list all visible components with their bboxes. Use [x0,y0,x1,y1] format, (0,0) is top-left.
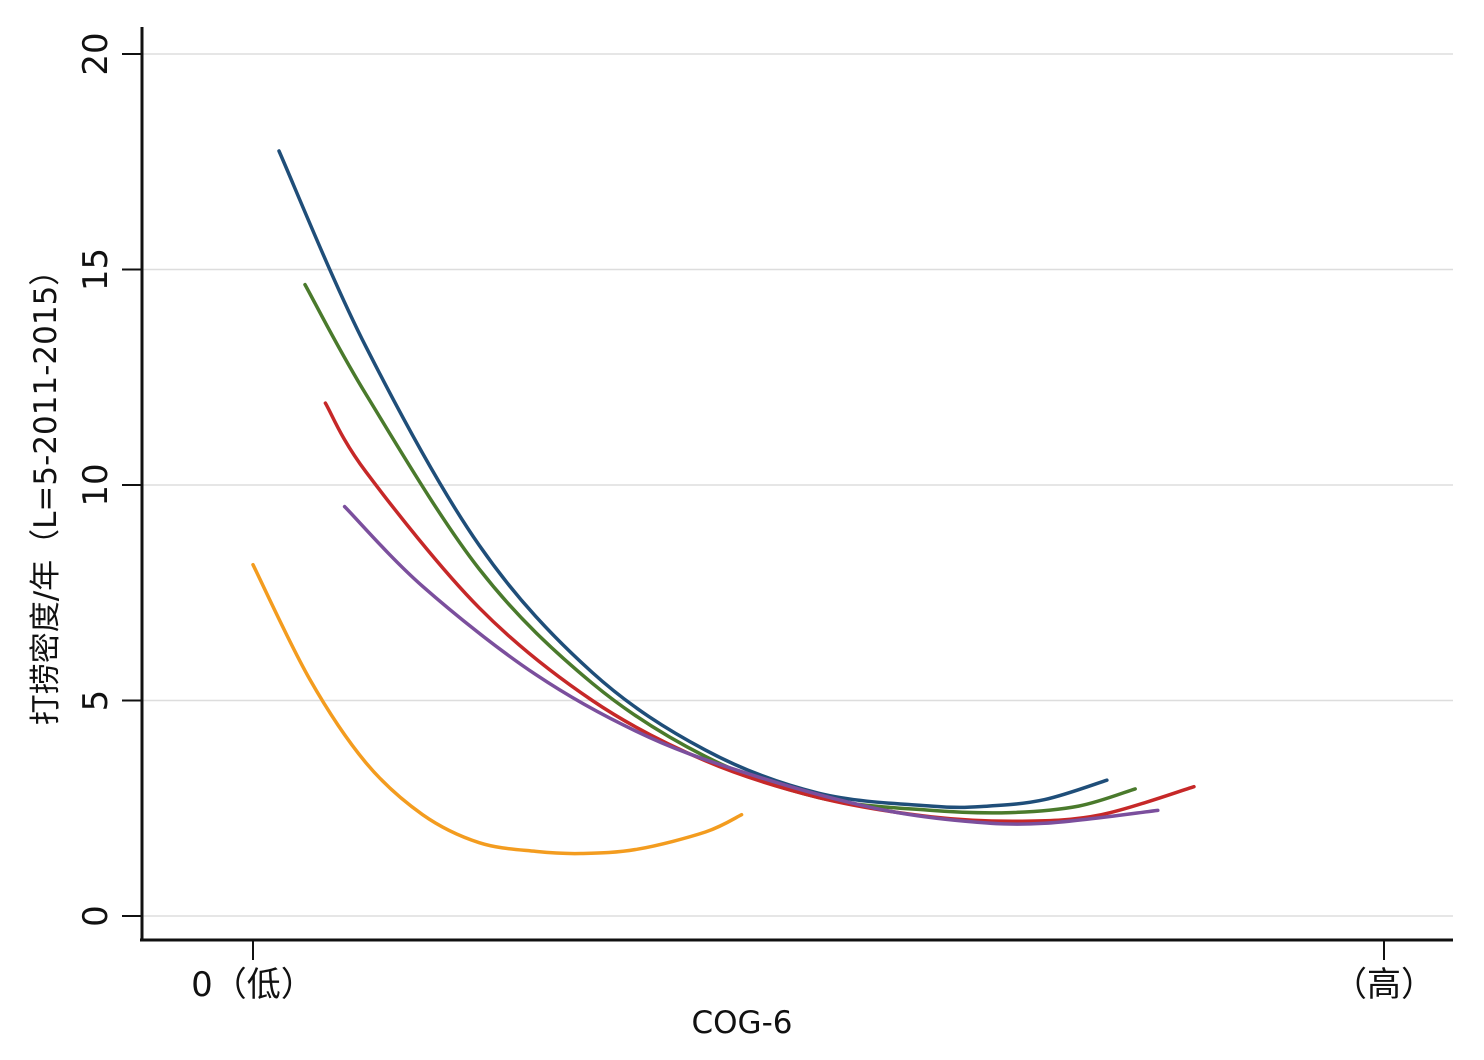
y-axis-title: 打捞密度/年（L=5-2011-2015） [28,255,64,726]
x-axis-title: COG-6 [692,1005,793,1041]
series-line-1 [277,149,1109,810]
y-tick-label: 5 [76,690,116,712]
y-tick-label: 0 [76,905,116,927]
grid-layer [142,53,1453,917]
y-tick-label: 10 [76,463,116,506]
x-tick-label: （高） [1333,965,1435,1005]
y-tick-label: 15 [76,248,116,291]
y-tick-label: 20 [76,32,116,75]
label-layer: 0 5 10 15 20 0（低） （高） [76,32,1435,1005]
axis-layer [122,27,1453,960]
x-tick-label: 0（低） [191,965,315,1005]
series-layer [251,149,1196,856]
series-line-5 [251,562,744,856]
series-line-3 [323,401,1196,824]
series-line-4 [342,504,1160,826]
series-line-2 [303,282,1137,815]
